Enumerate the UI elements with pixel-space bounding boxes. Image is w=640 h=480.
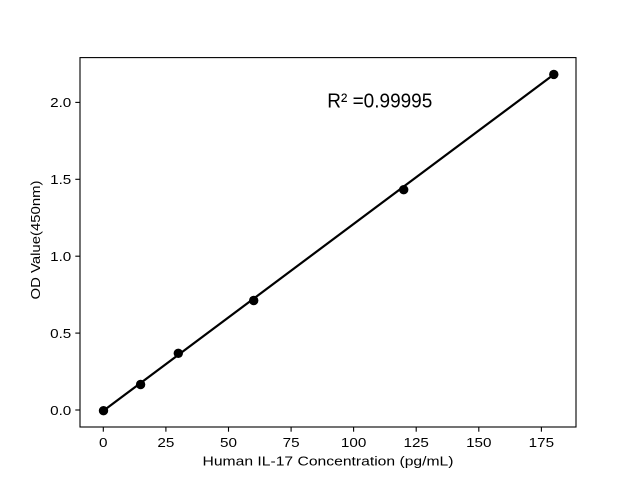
svg-text:100: 100: [341, 435, 366, 450]
svg-text:0: 0: [99, 435, 108, 450]
svg-text:125: 125: [404, 435, 429, 450]
svg-text:50: 50: [220, 435, 237, 450]
svg-text:Human IL-17 Concentration (pg/: Human IL-17 Concentration (pg/mL): [203, 453, 454, 468]
svg-text:R² =0.99995: R² =0.99995: [327, 89, 432, 112]
svg-text:2.0: 2.0: [50, 95, 71, 110]
svg-text:25: 25: [157, 435, 174, 450]
svg-text:0.5: 0.5: [50, 326, 71, 341]
svg-text:75: 75: [283, 435, 300, 450]
svg-text:1.5: 1.5: [50, 172, 71, 187]
svg-text:OD Value(450nm): OD Value(450nm): [28, 181, 43, 300]
svg-text:1.0: 1.0: [50, 249, 71, 264]
svg-text:175: 175: [529, 435, 554, 450]
svg-text:150: 150: [466, 435, 491, 450]
svg-text:0.0: 0.0: [50, 403, 71, 418]
